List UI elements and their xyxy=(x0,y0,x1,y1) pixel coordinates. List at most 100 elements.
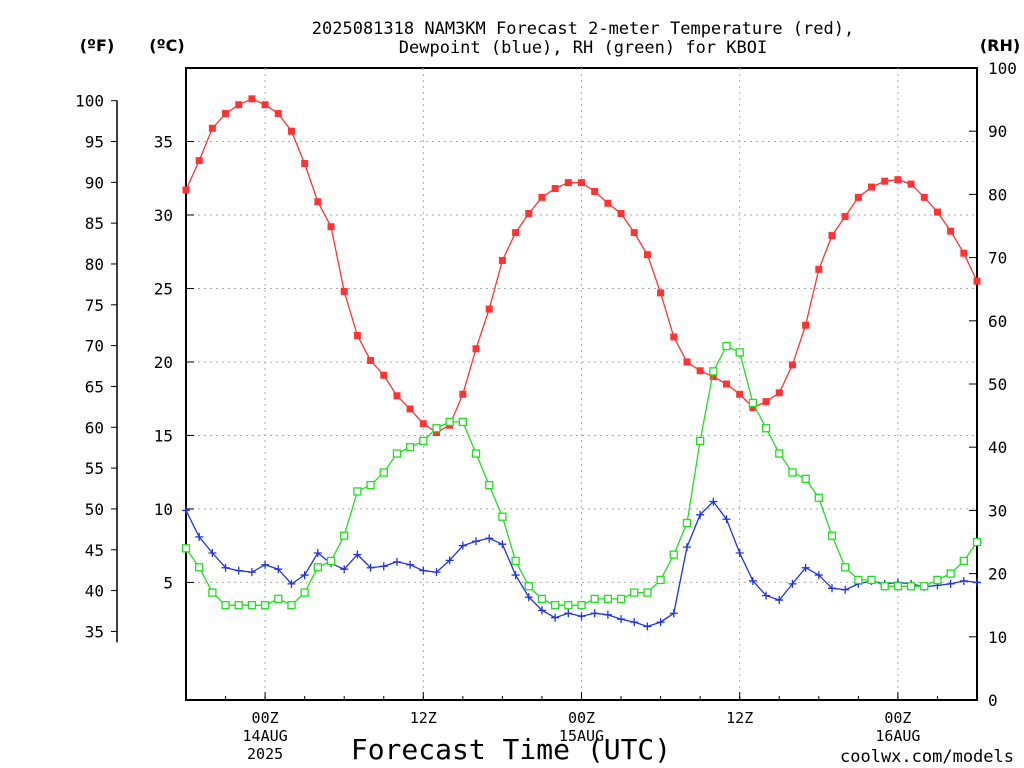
celsius-tick-label: 35 xyxy=(154,132,173,151)
rh-point xyxy=(445,417,454,427)
dewpoint-point xyxy=(458,541,467,550)
temperature-point xyxy=(973,277,981,285)
temperature-point xyxy=(578,179,585,187)
rh-point xyxy=(274,594,283,604)
fahrenheit-unit-label: (ºF) xyxy=(80,36,115,55)
temperature-point xyxy=(657,289,665,297)
temperature-point xyxy=(538,193,546,201)
rh-point xyxy=(775,449,784,458)
temperature-point xyxy=(432,429,440,437)
rh-point xyxy=(432,424,441,433)
rh-point xyxy=(353,487,362,496)
dewpoint-point xyxy=(524,593,533,602)
rh-point xyxy=(300,588,309,597)
temperature-point xyxy=(960,249,968,257)
rh-point xyxy=(603,594,613,604)
dewpoint-point xyxy=(946,579,955,588)
rh-point xyxy=(313,563,322,572)
dewpoint-point xyxy=(630,618,639,627)
temperature-point xyxy=(841,212,849,220)
fahrenheit-tick-label: 45 xyxy=(85,541,104,560)
temperature-point xyxy=(854,193,862,201)
temperature-point xyxy=(195,157,203,165)
rh-point xyxy=(498,512,507,521)
rh-tick-label: 0 xyxy=(988,691,998,710)
dewpoint-point xyxy=(722,515,731,524)
temperature-point xyxy=(670,333,678,341)
temperature-line xyxy=(185,98,978,434)
dewpoint-point xyxy=(959,576,968,585)
temperature-point xyxy=(815,265,823,273)
rh-point xyxy=(550,601,560,610)
rh-point xyxy=(801,474,810,483)
rh-point xyxy=(458,417,468,427)
rh-point xyxy=(854,575,863,585)
dewpoint-point xyxy=(221,563,230,572)
temperature-point xyxy=(327,223,335,231)
temperature-point xyxy=(709,373,717,381)
dewpoint-point xyxy=(261,560,270,569)
temperature-point xyxy=(498,257,506,265)
dewpoint-point xyxy=(392,557,401,566)
rh-point xyxy=(972,537,982,547)
rh-point xyxy=(827,531,837,540)
rh-tick-label: 90 xyxy=(988,122,1007,141)
rh-point xyxy=(287,601,296,610)
temperature-point xyxy=(591,187,599,195)
x-tick-label: 16AUG xyxy=(875,727,920,745)
dewpoint-point xyxy=(182,506,190,515)
dewpoint-point xyxy=(788,579,797,588)
temperature-point xyxy=(881,177,889,185)
rh-point xyxy=(208,588,217,597)
celsius-unit-label: (ºC) xyxy=(149,36,184,55)
fahrenheit-tick-label: 40 xyxy=(85,582,104,601)
dewpoint-series xyxy=(182,497,981,631)
dewpoint-point xyxy=(300,571,309,580)
dewpoint-point xyxy=(472,537,481,546)
x-tick-label: 00Z xyxy=(884,709,911,727)
celsius-tick-label: 25 xyxy=(154,279,173,298)
rh-point xyxy=(630,588,639,597)
temperature-point xyxy=(947,227,955,235)
rh-tick-label: 100 xyxy=(988,59,1017,78)
fahrenheit-tick-label: 60 xyxy=(85,418,104,437)
temperature-point xyxy=(723,380,731,388)
dewpoint-point xyxy=(379,562,388,571)
x-tick-label: 12Z xyxy=(410,709,437,727)
rh-point xyxy=(590,594,599,604)
temperature-point xyxy=(222,110,230,118)
dewpoint-point xyxy=(537,606,546,615)
chart-title-line2: Dewpoint (blue), RH (green) for KBOI xyxy=(399,38,767,58)
temperature-point xyxy=(274,110,282,118)
rh-point xyxy=(471,449,481,458)
temperature-point xyxy=(525,210,533,218)
temperature-point xyxy=(485,305,493,313)
celsius-tick-label: 20 xyxy=(154,353,173,372)
rh-point xyxy=(841,563,850,572)
temperature-point xyxy=(736,390,744,398)
rh-point xyxy=(867,575,876,585)
fahrenheit-tick-label: 75 xyxy=(85,296,104,315)
temperature-point xyxy=(314,198,322,206)
temperature-point xyxy=(459,390,467,398)
rh-point xyxy=(181,544,191,553)
temperature-point xyxy=(749,404,757,412)
dewpoint-point xyxy=(551,613,560,622)
dewpoint-point xyxy=(762,591,771,600)
rh-point xyxy=(906,582,916,591)
rh-point xyxy=(735,348,744,357)
temperature-point xyxy=(788,361,796,369)
rh-point xyxy=(537,594,547,604)
rh-point xyxy=(709,367,718,376)
dewpoint-point xyxy=(498,540,507,549)
temperature-point xyxy=(380,371,388,379)
rh-point xyxy=(564,601,573,610)
dewpoint-point xyxy=(419,566,428,575)
dewpoint-point xyxy=(656,618,665,627)
temperature-point xyxy=(419,420,427,428)
dewpoint-point xyxy=(511,571,520,580)
temperature-point xyxy=(802,321,810,329)
rh-point xyxy=(419,436,428,446)
temperature-point xyxy=(894,176,902,184)
